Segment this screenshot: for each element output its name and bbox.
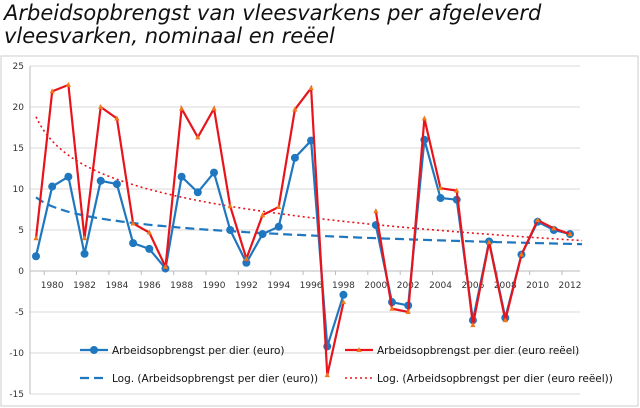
x-tick-label: 1982 bbox=[73, 281, 96, 291]
data-point bbox=[80, 249, 89, 258]
x-tick-label: 2010 bbox=[526, 281, 549, 291]
x-tick-label: 1996 bbox=[300, 281, 323, 291]
data-point bbox=[179, 105, 185, 111]
data-point bbox=[373, 208, 379, 214]
y-tick-label: 5 bbox=[18, 226, 24, 236]
data-point bbox=[32, 252, 40, 261]
data-point bbox=[535, 217, 541, 223]
x-tick-label: 1984 bbox=[105, 281, 128, 291]
data-point bbox=[292, 106, 298, 112]
x-tick-label: 1998 bbox=[332, 281, 355, 291]
data-point bbox=[226, 226, 235, 234]
data-point bbox=[210, 168, 218, 177]
y-tick-label: -15 bbox=[9, 390, 24, 400]
legend-marker bbox=[90, 346, 98, 354]
data-point bbox=[227, 203, 233, 209]
x-tick-label: 2006 bbox=[461, 281, 484, 291]
data-point bbox=[98, 104, 104, 109]
data-point bbox=[162, 263, 169, 269]
data-point bbox=[146, 229, 152, 235]
y-tick-label: 20 bbox=[13, 103, 25, 113]
data-point bbox=[436, 194, 445, 203]
data-point bbox=[114, 115, 120, 121]
data-point bbox=[211, 105, 217, 111]
x-tick-label: 1980 bbox=[41, 281, 64, 291]
legend-label: Arbeidsopbrengst per dier (euro reëel) bbox=[377, 345, 579, 357]
data-point bbox=[324, 372, 330, 378]
data-point bbox=[145, 244, 154, 253]
x-tick-label: 1990 bbox=[203, 281, 226, 291]
data-point bbox=[308, 85, 314, 91]
legend-label: Log. (Arbeidsopbrengst per dier (euro)) bbox=[112, 373, 318, 385]
data-point bbox=[405, 309, 411, 314]
x-tick-label: 1992 bbox=[235, 281, 258, 291]
x-tick-label: 2000 bbox=[364, 281, 387, 291]
trendline bbox=[35, 196, 583, 246]
chart-border bbox=[0, 55, 639, 407]
data-point bbox=[339, 290, 348, 299]
data-point bbox=[177, 172, 186, 181]
x-tick-label: 1986 bbox=[138, 281, 161, 291]
y-tick-label: 25 bbox=[13, 62, 24, 72]
data-point bbox=[276, 204, 282, 210]
data-point bbox=[193, 188, 202, 197]
data-point bbox=[454, 187, 460, 193]
y-tick-label: -10 bbox=[9, 349, 24, 359]
data-point bbox=[389, 305, 395, 311]
x-tick-label: 2008 bbox=[494, 281, 517, 291]
data-point bbox=[33, 235, 39, 241]
data-point bbox=[421, 115, 427, 121]
data-point bbox=[259, 212, 266, 218]
data-point bbox=[64, 172, 73, 181]
data-point bbox=[258, 230, 267, 239]
legend-label: Arbeidsopbrengst per dier (euro) bbox=[112, 345, 285, 357]
data-point bbox=[551, 225, 557, 231]
data-point bbox=[242, 258, 251, 267]
y-tick-label: -5 bbox=[15, 308, 24, 318]
x-tick-label: 2002 bbox=[397, 281, 420, 291]
x-tick-label: 2012 bbox=[559, 281, 582, 291]
x-tick-label: 1988 bbox=[170, 281, 193, 291]
data-point bbox=[81, 235, 88, 241]
data-point bbox=[195, 134, 201, 140]
legend-label: Log. (Arbeidsopbrengst per dier (euro re… bbox=[377, 373, 613, 385]
data-point bbox=[502, 317, 508, 323]
data-point bbox=[130, 220, 136, 226]
data-point bbox=[274, 222, 283, 231]
data-point bbox=[96, 176, 105, 185]
data-point bbox=[290, 153, 299, 162]
data-point bbox=[486, 239, 492, 245]
data-point bbox=[48, 182, 57, 191]
data-point bbox=[65, 81, 71, 87]
x-tick-label: 2004 bbox=[429, 281, 452, 291]
data-point bbox=[243, 255, 249, 261]
data-point bbox=[518, 251, 525, 257]
data-point bbox=[49, 88, 55, 94]
data-point bbox=[340, 299, 347, 305]
data-point bbox=[112, 180, 121, 189]
data-point bbox=[470, 322, 476, 328]
legend-marker bbox=[356, 347, 362, 352]
x-tick-label: 1994 bbox=[267, 281, 290, 291]
data-point bbox=[437, 185, 444, 191]
y-tick-label: 0 bbox=[18, 267, 24, 277]
chart-title: Arbeidsopbrengst van vleesvarkens per af… bbox=[4, 1, 542, 48]
y-tick-label: 10 bbox=[13, 185, 25, 195]
y-tick-label: 15 bbox=[13, 144, 24, 154]
data-point bbox=[129, 239, 138, 248]
data-point bbox=[567, 231, 573, 237]
